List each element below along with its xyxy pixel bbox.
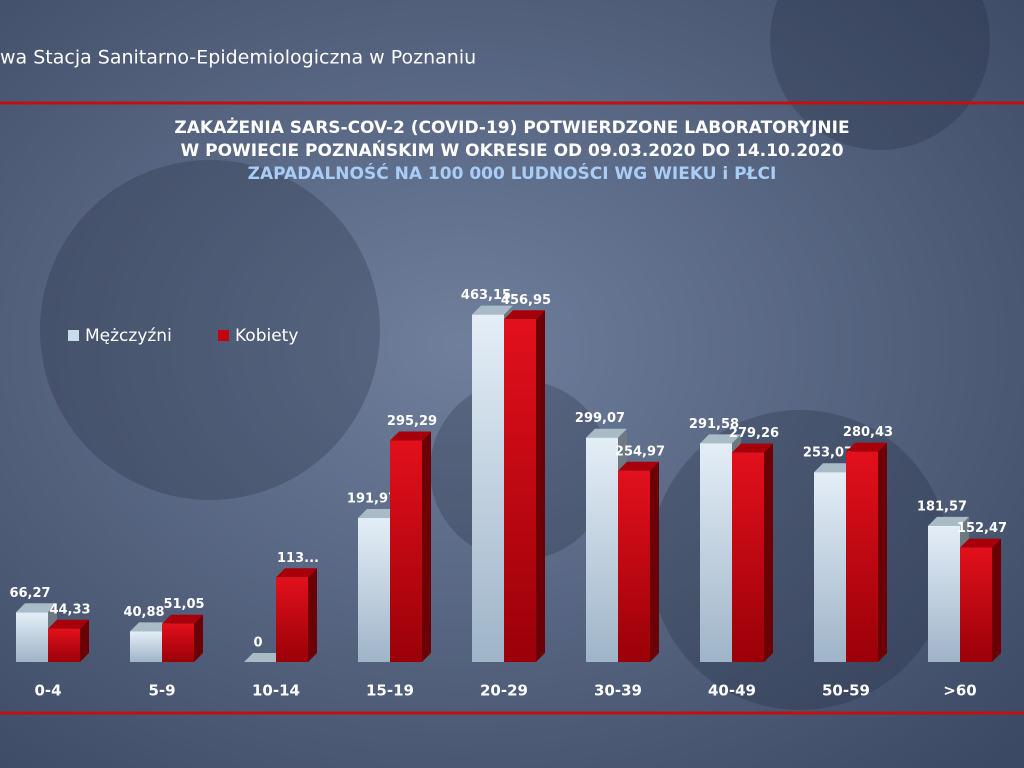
x-tick-label: 30-39 <box>594 682 642 700</box>
x-tick-label: 50-59 <box>822 682 870 700</box>
bar <box>276 577 308 662</box>
chart-subtitle: ZAPADALNOŚĆ NA 100 000 LUDNOŚCI WG WIEKU… <box>248 162 777 184</box>
x-tick-label: 5-9 <box>148 682 175 700</box>
bar-top <box>960 538 1001 548</box>
bar <box>700 443 732 662</box>
bar <box>504 319 536 662</box>
bar-top <box>472 305 513 315</box>
bar-top <box>390 431 431 441</box>
x-tick-label: >60 <box>943 682 976 700</box>
header: wa Stacja Sanitarno-Epidemiologiczna w P… <box>0 47 476 69</box>
data-label: 44,33 <box>49 602 90 617</box>
bar-side <box>992 538 1001 662</box>
data-label: 291,58 <box>689 417 739 432</box>
data-label: 253,07 <box>803 446 853 461</box>
data-label: 295,29 <box>387 414 437 429</box>
x-tick-label: 20-29 <box>480 682 528 700</box>
bar-side <box>764 443 773 662</box>
bar-top <box>244 653 285 662</box>
bar-side <box>194 614 203 662</box>
bar <box>472 314 504 662</box>
bar-top <box>618 461 659 471</box>
data-label: 181,57 <box>917 499 967 514</box>
data-label: 113... <box>277 551 319 566</box>
data-label: 152,47 <box>957 521 1007 536</box>
data-label: 254,97 <box>615 444 665 459</box>
data-label: 66,27 <box>9 586 50 601</box>
bar <box>358 518 390 662</box>
bar-side <box>422 431 431 662</box>
bar-side <box>536 310 545 662</box>
legend-label: Kobiety <box>235 326 298 346</box>
bar-top <box>276 568 317 578</box>
legend-label: Mężczyźni <box>85 326 172 346</box>
bar-top <box>130 622 171 632</box>
bar <box>732 452 764 662</box>
data-label: 51,05 <box>163 597 204 612</box>
bar-top <box>846 442 887 452</box>
bar-side <box>650 461 659 662</box>
bar <box>814 472 846 662</box>
bar <box>390 440 422 662</box>
bar <box>928 525 960 662</box>
bar-side <box>878 442 887 662</box>
bar-side <box>308 568 317 662</box>
bar-top <box>48 619 89 629</box>
x-tick-label: 10-14 <box>252 682 300 700</box>
bar-top <box>928 516 969 526</box>
bar-top <box>814 463 855 473</box>
bar-top <box>732 443 773 453</box>
bar <box>162 623 194 662</box>
bar <box>48 628 80 662</box>
bar <box>16 612 48 662</box>
data-label: 40,88 <box>123 605 164 620</box>
bar <box>586 437 618 662</box>
bar-top <box>700 434 741 444</box>
bar <box>130 631 162 662</box>
x-tick-label: 40-49 <box>708 682 756 700</box>
data-label: 279,26 <box>729 426 779 441</box>
bar-top <box>358 509 399 519</box>
data-label: 299,07 <box>575 411 625 426</box>
legend-swatch <box>218 330 229 341</box>
bar <box>960 547 992 662</box>
chart-title: W POWIECIE POZNAŃSKIM W OKRESIE OD 09.03… <box>180 139 843 161</box>
bar-side <box>80 619 89 662</box>
bar-top <box>16 603 57 613</box>
bar <box>618 470 650 662</box>
legend-swatch <box>68 330 79 341</box>
data-label: 456,95 <box>501 293 551 308</box>
data-label: 463,15 <box>461 288 511 303</box>
chart-title: ZAKAŻENIA SARS-COV-2 (COVID-19) POTWIERD… <box>174 116 849 138</box>
x-tick-label: 15-19 <box>366 682 414 700</box>
bar <box>846 451 878 662</box>
data-label: 280,43 <box>843 425 893 440</box>
data-label: 191,97 <box>347 492 397 507</box>
bar-top <box>586 428 627 438</box>
data-label: 0 <box>253 636 262 651</box>
bar-top <box>162 614 203 624</box>
x-tick-label: 0-4 <box>34 682 61 700</box>
bar-top <box>504 310 545 320</box>
